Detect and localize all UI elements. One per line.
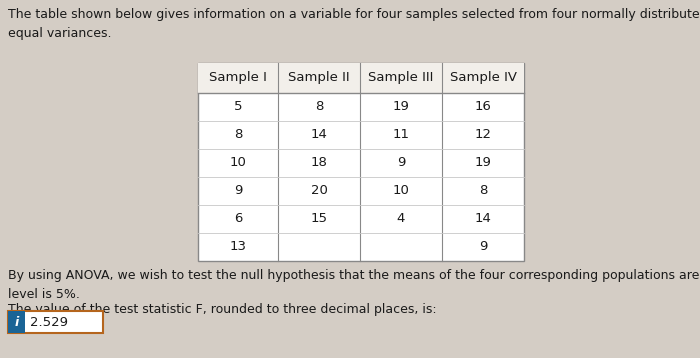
Bar (198, 63, 524, 93)
Text: 12: 12 (475, 129, 491, 141)
Text: i: i (15, 315, 19, 329)
Bar (8, 311, 25, 333)
Text: 13: 13 (230, 241, 246, 253)
Text: 10: 10 (393, 184, 410, 198)
Text: 9: 9 (397, 156, 405, 169)
Text: The value of the test statistic F, rounded to three decimal places, is:: The value of the test statistic F, round… (8, 303, 437, 316)
Text: Sample II: Sample II (288, 72, 350, 84)
Text: 14: 14 (311, 129, 328, 141)
Text: 8: 8 (234, 129, 242, 141)
Text: 8: 8 (315, 101, 323, 113)
Text: 11: 11 (393, 129, 410, 141)
Text: The table shown below gives information on a variable for four samples selected : The table shown below gives information … (8, 8, 700, 40)
Text: 5: 5 (234, 101, 242, 113)
Text: 18: 18 (311, 156, 328, 169)
Text: Sample I: Sample I (209, 72, 267, 84)
Text: 10: 10 (230, 156, 246, 169)
Text: 2.529: 2.529 (30, 315, 68, 329)
Text: 19: 19 (393, 101, 410, 113)
Text: 19: 19 (475, 156, 491, 169)
Text: 20: 20 (311, 184, 328, 198)
Text: 4: 4 (397, 213, 405, 226)
Text: Sample III: Sample III (368, 72, 434, 84)
Text: 8: 8 (479, 184, 487, 198)
Text: 9: 9 (479, 241, 487, 253)
Text: 16: 16 (475, 101, 491, 113)
Text: By using ANOVA, we wish to test the null hypothesis that the means of the four c: By using ANOVA, we wish to test the null… (8, 269, 700, 300)
Text: 6: 6 (234, 213, 242, 226)
Text: 15: 15 (311, 213, 328, 226)
Text: 14: 14 (475, 213, 491, 226)
Text: 9: 9 (234, 184, 242, 198)
Text: Sample IV: Sample IV (449, 72, 517, 84)
Bar (8, 311, 103, 333)
Bar (198, 63, 524, 261)
